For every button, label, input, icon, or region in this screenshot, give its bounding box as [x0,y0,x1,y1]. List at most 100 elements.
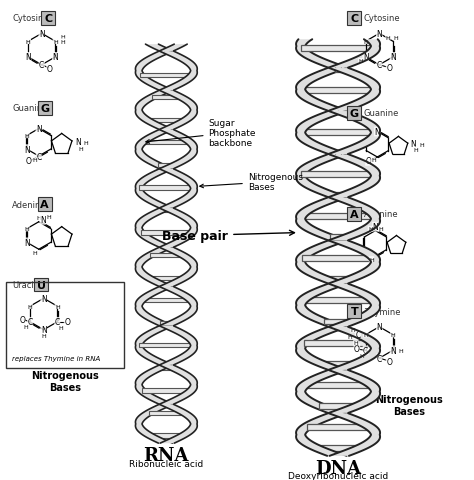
Text: H: H [36,216,41,221]
Polygon shape [301,87,375,94]
Polygon shape [160,366,173,370]
Text: H: H [78,146,82,151]
Text: Guanine: Guanine [12,104,48,113]
Polygon shape [160,131,197,169]
Text: Guanine: Guanine [364,109,399,118]
Polygon shape [152,96,181,100]
Polygon shape [159,45,187,52]
Text: N: N [410,140,416,148]
FancyBboxPatch shape [347,12,361,25]
Polygon shape [327,277,349,283]
Polygon shape [319,403,357,409]
Polygon shape [136,91,173,130]
Text: H: H [379,227,383,232]
Text: H: H [33,250,37,255]
Polygon shape [296,112,348,155]
Text: O: O [354,344,360,353]
Text: H: H [371,158,376,163]
Polygon shape [160,326,197,365]
Text: H: H [61,35,65,40]
Text: Adenine: Adenine [364,210,398,219]
Text: N: N [24,145,30,154]
Text: T: T [350,306,358,316]
Polygon shape [296,69,347,111]
Text: H: H [363,40,368,45]
Polygon shape [301,214,374,220]
Polygon shape [304,340,372,346]
Text: C: C [355,330,360,339]
Bar [6,282,124,368]
Text: O: O [64,318,70,327]
Text: C: C [27,318,33,327]
Polygon shape [329,198,380,240]
Polygon shape [335,151,341,156]
Text: N: N [363,53,369,62]
Polygon shape [139,344,194,348]
Polygon shape [296,198,347,240]
Text: N: N [75,137,81,146]
Polygon shape [140,73,192,78]
Text: N: N [376,30,382,39]
Text: N: N [36,125,42,134]
Polygon shape [296,327,347,370]
FancyBboxPatch shape [347,304,361,318]
Text: O: O [365,157,372,166]
Polygon shape [160,91,197,130]
Text: C: C [44,13,52,24]
Text: H: H [46,215,51,220]
Text: H: H [84,141,89,145]
Text: Nitrogenous
Bases: Nitrogenous Bases [375,395,443,416]
Polygon shape [329,235,346,240]
Text: H: H [369,257,374,262]
Text: N: N [373,223,378,232]
Polygon shape [296,371,347,413]
Text: H: H [25,133,29,139]
Polygon shape [160,169,197,208]
Text: C: C [377,61,382,70]
Text: Nitrogenous
Bases: Nitrogenous Bases [200,172,303,192]
Polygon shape [329,371,380,413]
Text: RNA: RNA [144,446,189,465]
FancyBboxPatch shape [38,198,52,212]
Polygon shape [142,388,191,393]
Polygon shape [329,413,380,456]
Text: H: H [33,158,37,163]
Polygon shape [142,299,191,303]
Polygon shape [136,248,173,287]
Polygon shape [136,287,173,326]
Text: Thymine: Thymine [364,307,400,316]
Text: Cytosine: Cytosine [12,14,49,23]
Polygon shape [141,231,191,235]
Text: O: O [19,316,25,324]
Text: N: N [53,53,58,62]
Text: H: H [363,333,368,337]
Text: O: O [386,64,392,73]
Text: H: H [27,304,32,309]
Text: N: N [39,30,45,39]
Polygon shape [158,163,175,168]
Text: N: N [374,128,380,137]
Text: H: H [398,348,403,353]
Polygon shape [329,284,380,327]
Polygon shape [160,321,173,325]
Polygon shape [301,130,375,135]
Text: C: C [36,152,41,161]
Polygon shape [150,253,182,258]
Text: H: H [55,304,60,309]
Text: N: N [40,216,46,225]
Text: H: H [26,40,30,45]
Polygon shape [136,52,173,91]
FancyBboxPatch shape [38,102,52,116]
Polygon shape [336,67,341,72]
Polygon shape [150,433,183,438]
Text: A: A [40,200,49,210]
Text: H: H [41,334,46,338]
Polygon shape [136,131,173,169]
Polygon shape [143,141,190,145]
Text: G: G [40,104,49,114]
Text: H: H [354,340,358,345]
Text: DNA: DNA [315,459,361,477]
Polygon shape [307,424,369,430]
Polygon shape [148,276,184,280]
Text: O: O [26,157,32,166]
